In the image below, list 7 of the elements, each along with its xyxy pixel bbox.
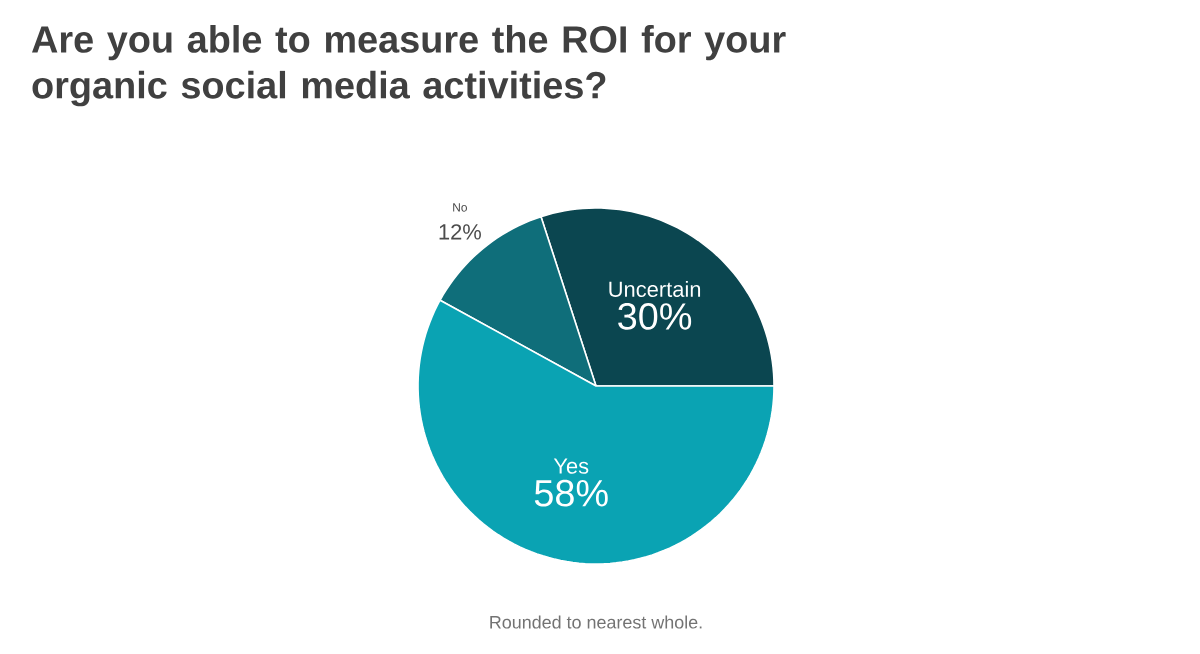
- slice-label: Yes: [553, 458, 589, 474]
- data-label: 58%: [534, 479, 608, 507]
- data-label: 30%: [618, 302, 692, 330]
- chart-title: Are you able to measure the ROI for your organic social media activities?: [31, 25, 786, 107]
- slice-label: Uncertain: [609, 280, 701, 298]
- data-label: 12%: [439, 224, 481, 240]
- text: Rounded to nearest whole.: [490, 615, 702, 629]
